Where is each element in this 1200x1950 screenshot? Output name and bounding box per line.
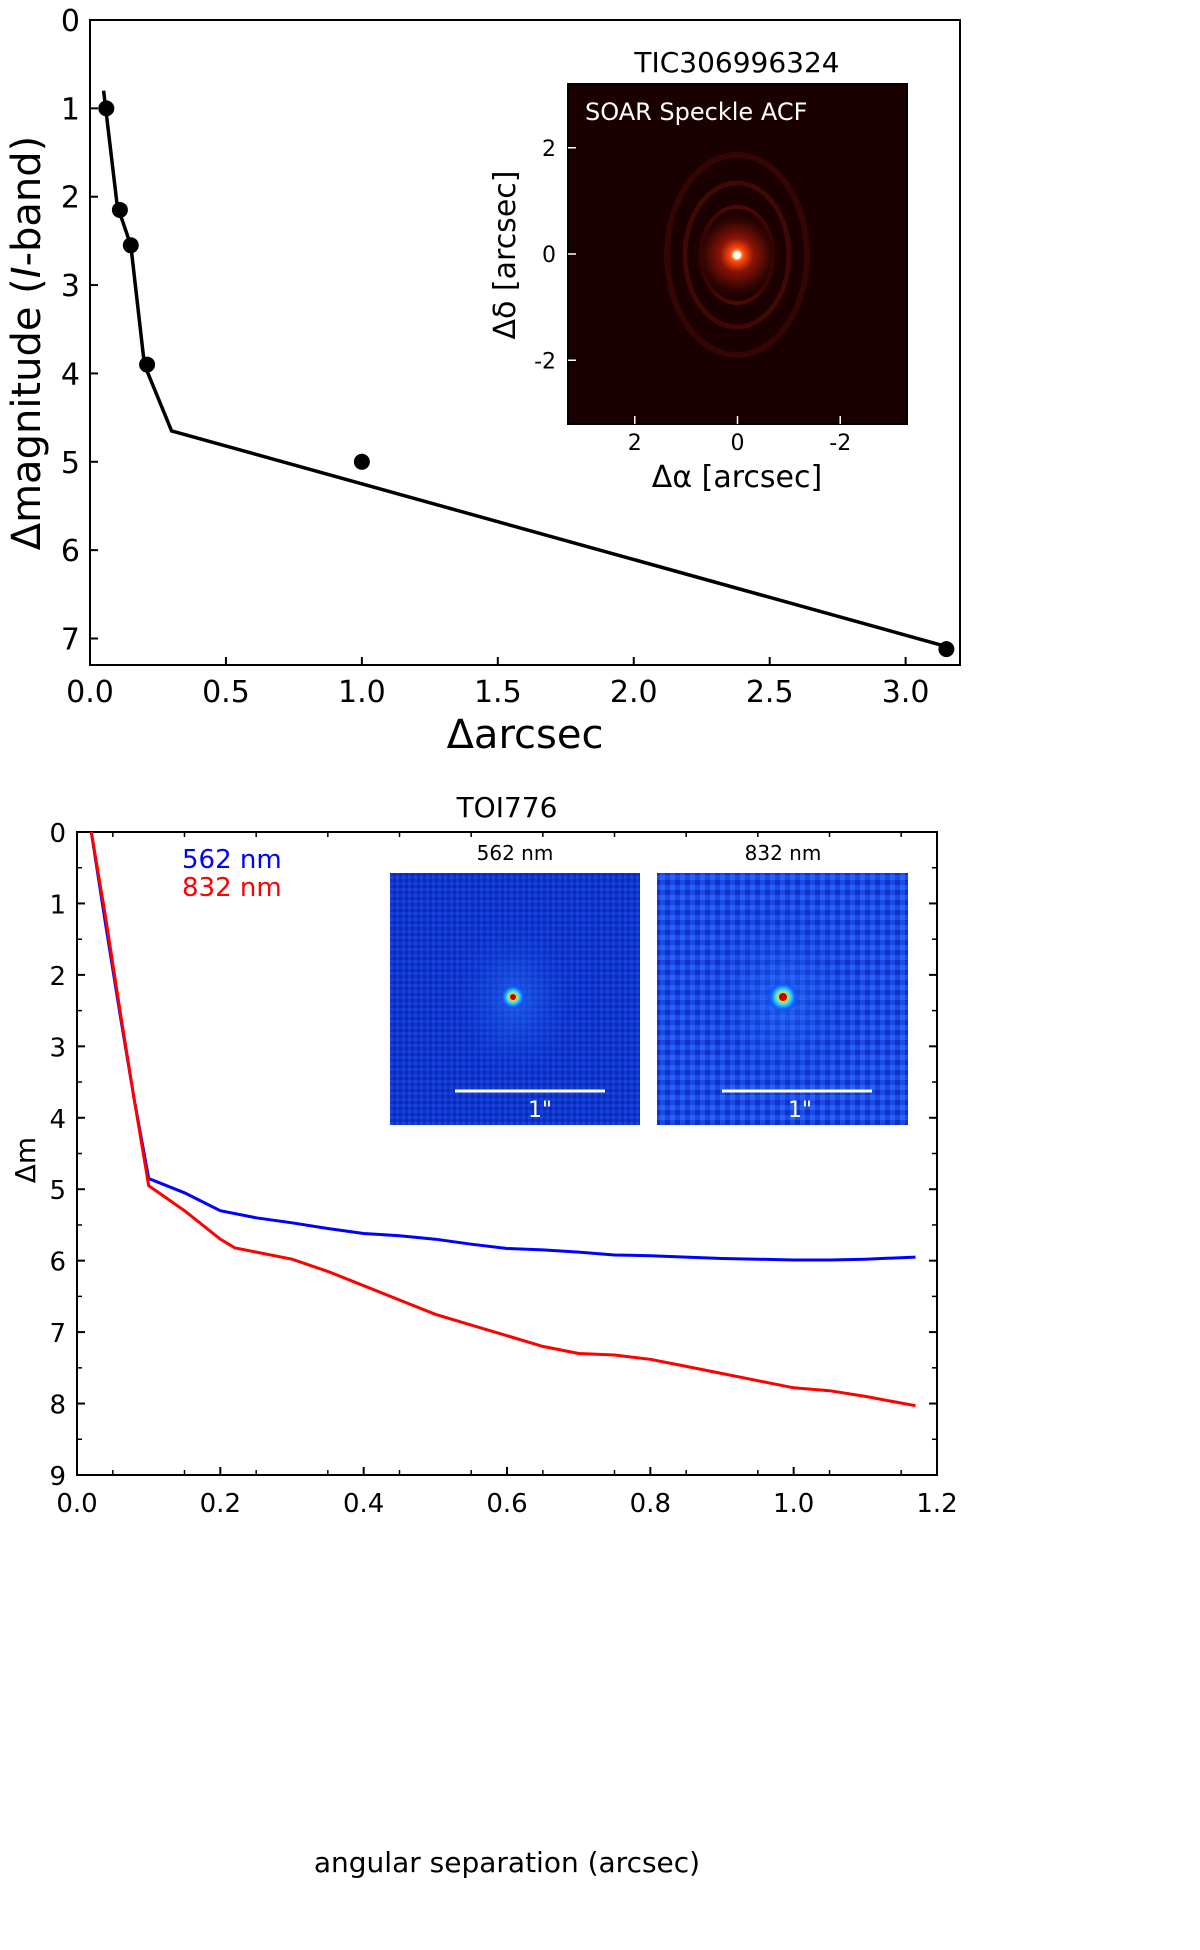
top-y-tick-label: 1: [61, 92, 80, 127]
top-x-tick-label: 1.5: [474, 675, 522, 710]
bottom-y-tick-label: 2: [49, 962, 66, 992]
top-y-tick-label: 3: [61, 269, 80, 304]
top-data-point: [139, 356, 156, 373]
inset-title: TIC306996324: [633, 46, 839, 79]
top-y-tick-label: 4: [61, 357, 80, 392]
legend-562nm: 562 nm: [182, 845, 282, 875]
top-data-point: [353, 453, 370, 470]
top-data-point: [98, 100, 115, 117]
legend-832nm: 832 nm: [182, 873, 282, 903]
top-plot-frame: [89, 19, 961, 666]
top-data-point: [938, 641, 955, 658]
series-line-562nm: [89, 831, 916, 1262]
top-x-tick-label: 0.5: [202, 675, 250, 710]
scale-label-832nm: 1": [788, 1098, 812, 1123]
top-x-axis-label: Δarcsec: [447, 712, 604, 758]
speckle-inset-832nm: 832 nm 1": [657, 841, 908, 1125]
series-line-832nm: [89, 831, 916, 1408]
bottom-x-tick-label: 0.0: [56, 1489, 97, 1519]
inset-832nm-label: 832 nm: [745, 841, 822, 865]
bottom-x-axis-label: angular separation (arcsec): [314, 1846, 700, 1879]
inset-y-axis-label: Δδ [arcsec]: [488, 171, 523, 340]
acf-center: [733, 251, 741, 259]
bottom-y-tick-label: 9: [49, 1462, 66, 1492]
bottom-y-axis-label: Δm: [9, 1137, 42, 1183]
bottom-y-tick-label: 1: [49, 890, 66, 920]
bottom-x-tick-label: 1.2: [916, 1489, 957, 1519]
inset-y-tick-label: 0: [542, 243, 556, 268]
inset-x-tick-label: 2: [628, 431, 642, 456]
bottom-y-tick-label: 8: [49, 1391, 66, 1421]
top-x-tick-label: 1.0: [338, 675, 386, 710]
bottom-x-tick-label: 0.4: [343, 1489, 384, 1519]
top-data-point: [122, 237, 139, 254]
inset-562nm-label: 562 nm: [477, 841, 554, 865]
top-x-tick-label: 2.5: [746, 675, 794, 710]
bottom-y-tick-label: 7: [49, 1319, 66, 1349]
bottom-y-tick-label: 0: [49, 819, 66, 849]
top-y-tick-label: 7: [61, 622, 80, 657]
bottom-x-tick-label: 0.8: [630, 1489, 671, 1519]
bottom-y-tick-label: 5: [49, 1176, 66, 1206]
inset-x-tick-label: 0: [731, 431, 745, 456]
inset-y-tick-label: 2: [542, 137, 556, 162]
top-inset: TIC306996324 SOAR Speckle ACF 2 0 -2 2 0 -2 Δ…: [488, 46, 908, 495]
inset-label: SOAR Speckle ACF: [585, 98, 807, 126]
scale-label-562nm: 1": [528, 1098, 552, 1123]
top-y-tick-label: 2: [61, 181, 80, 216]
bottom-y-tick-label: 6: [49, 1248, 66, 1278]
bottom-x-tick-label: 0.6: [486, 1489, 527, 1519]
bottom-title: TOI776: [456, 791, 558, 824]
top-x-tick-label: 0.0: [66, 675, 114, 710]
top-y-axis-label: Δmagnitude (I-band): [4, 136, 50, 551]
top-y-tick-label: 5: [61, 446, 80, 481]
top-x-tick-label: 3.0: [882, 675, 930, 710]
speckle-inset-562nm: 562 nm 1": [390, 841, 640, 1125]
bottom-chart: TOI776 0.0 0.2 0.4 0.6 0.8 1.0 1.2 0123456789 …: [9, 791, 958, 1879]
bottom-x-tick-label: 1.0: [773, 1489, 814, 1519]
top-y-tick-label: 6: [61, 534, 80, 569]
inset-x-axis-label: Δα [arcsec]: [652, 460, 822, 495]
top-data-point: [111, 201, 128, 218]
bottom-y-tick-label: 3: [49, 1033, 66, 1063]
inset-x-tick-label: -2: [829, 431, 851, 456]
bottom-y-tick-label: 4: [49, 1105, 66, 1135]
top-x-tick-label: 2.0: [610, 675, 658, 710]
top-contrast-curve: [101, 90, 950, 649]
inset-y-tick-label: -2: [534, 349, 556, 374]
top-y-tick-label: 0: [61, 4, 80, 39]
bottom-x-tick-label: 0.2: [200, 1489, 241, 1519]
top-chart: 0.0 0.5 1.0 1.5 2.0 2.5 3.0 0 1 2 3 4 5 6 7 Δarcsec Δ…: [4, 4, 961, 758]
